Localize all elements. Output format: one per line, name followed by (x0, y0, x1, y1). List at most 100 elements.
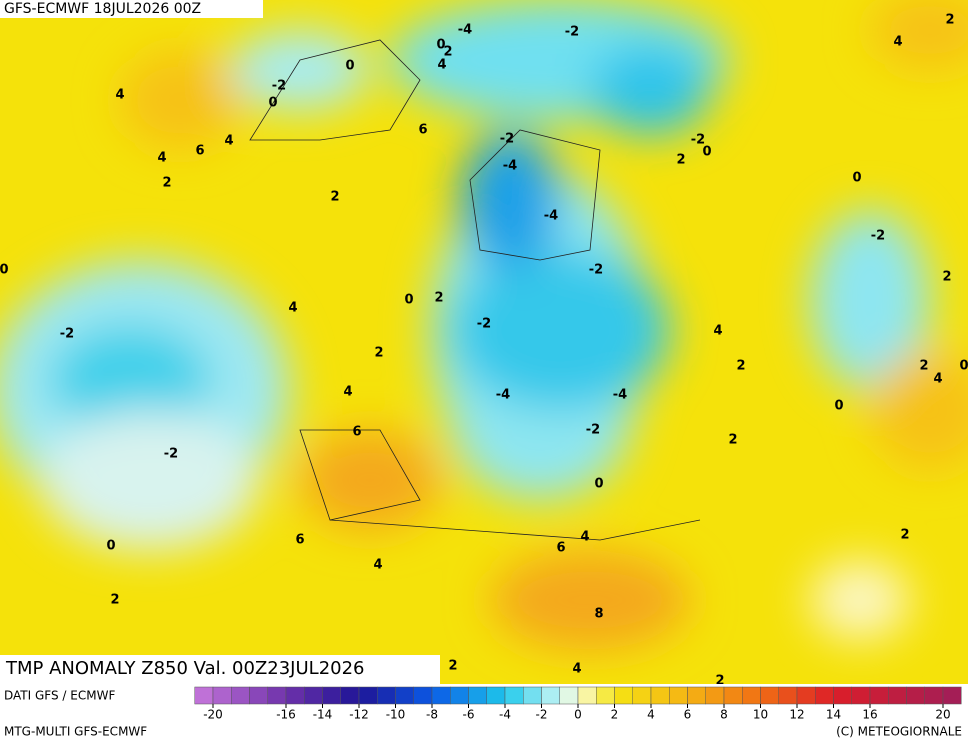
colorbar-swatch (468, 686, 487, 705)
contour-label: 6 (295, 533, 304, 548)
colorbar-swatch (778, 686, 798, 705)
colorbar-tick-label: -6 (463, 708, 475, 722)
contour-label: 4 (580, 530, 589, 545)
contour-label: 4 (115, 88, 124, 103)
contour-label: 2 (942, 270, 951, 285)
colorbar-swatch (285, 686, 305, 705)
contour-label: 4 (933, 372, 942, 387)
contour-label: -2 (477, 317, 491, 332)
contour-label: 2 (162, 176, 171, 191)
colorbar-swatch (358, 686, 378, 705)
colorbar-tick-label: -2 (536, 708, 548, 722)
contour-label: 2 (728, 433, 737, 448)
contour-label: 4 (224, 134, 233, 149)
contour-label: 2 (736, 359, 745, 374)
contour-label: -2 (691, 133, 705, 148)
contour-label: 4 (373, 558, 382, 573)
colorbar-tick-label: 14 (826, 708, 841, 722)
contour-label: 0 (852, 171, 861, 186)
contour-label: -4 (503, 159, 517, 174)
colorbar-swatch (486, 686, 506, 705)
colorbar-swatch (212, 686, 232, 705)
colorbar-swatch (632, 686, 652, 705)
colorbar: -20 -16 -14 -12 -10 -8 -6 -4 -2 0 2 4 6 8 10 12 14 16 20 (194, 686, 962, 722)
colorbar-swatch (194, 686, 214, 705)
contour-label: 4 (893, 35, 902, 50)
contour-label: 6 (556, 541, 565, 556)
colorbar-swatch (577, 686, 597, 705)
colorbar-swatch (742, 686, 761, 705)
colorbar-tick-label: 16 (862, 708, 877, 722)
contour-label: -2 (871, 229, 885, 244)
colorbar-swatch (888, 686, 907, 705)
contour-label: 2 (676, 153, 685, 168)
colorbar-tick-label: 10 (753, 708, 768, 722)
contour-label: 2 (434, 291, 443, 306)
contour-label: 2 (330, 190, 339, 205)
contour-label: 0 (702, 145, 711, 160)
colorbar-swatch (340, 686, 360, 705)
colorbar-swatch (669, 686, 688, 705)
contour-label: -4 (544, 209, 558, 224)
contour-label: -4 (613, 388, 627, 403)
colorbar-swatch (942, 686, 962, 705)
contour-label: 2 (443, 45, 452, 60)
colorbar-swatch (614, 686, 633, 705)
coastline (249, 39, 701, 541)
contour-label: -4 (458, 23, 472, 38)
colorbar-swatch (523, 686, 542, 705)
colorbar-tick-label: -8 (426, 708, 438, 722)
colorbar-swatch (267, 686, 287, 705)
contour-label: 0 (436, 38, 445, 53)
contour-label: 2 (374, 346, 383, 361)
contour-label: 0 (594, 477, 603, 492)
colorbar-swatch (705, 686, 725, 705)
colorbar-tick-label: 12 (789, 708, 804, 722)
contour-label: -2 (589, 263, 603, 278)
contour-label: -2 (586, 423, 600, 438)
contour-label: 0 (0, 263, 9, 278)
colorbar-swatch (559, 686, 579, 705)
colorbar-swatch (851, 686, 871, 705)
contour-label: 4 (713, 324, 722, 339)
colorbar-swatch (395, 686, 414, 705)
colorbar-tick-label: -16 (276, 708, 296, 722)
colorbar-tick-label: -20 (203, 708, 223, 722)
contour-label: -2 (565, 25, 579, 40)
contour-label: 2 (919, 359, 928, 374)
colorbar-swatch (541, 686, 560, 705)
source: DATI GFS / ECMWF (4, 689, 115, 703)
contour-label: 6 (418, 123, 427, 138)
contour-label: 4 (572, 662, 581, 677)
colorbar-tick-label: 4 (647, 708, 655, 722)
contour-label: 6 (195, 144, 204, 159)
colorbar-tick-label: 2 (611, 708, 619, 722)
contour-label: 4 (288, 301, 297, 316)
colorbar-tick-label: -14 (313, 708, 333, 722)
colorbar-tick-label: -12 (349, 708, 369, 722)
model: MTG-MULTI GFS-ECMWF (4, 725, 147, 739)
colorbar-swatch (906, 686, 925, 705)
contour-label: 4 (157, 151, 166, 166)
colorbar-tick-label: 20 (935, 708, 950, 722)
colorbar-swatch (413, 686, 433, 705)
contour-label: 0 (959, 359, 968, 374)
contour-label: 2 (900, 528, 909, 543)
contour-label: 0 (106, 539, 115, 554)
colorbar-swatch (796, 686, 816, 705)
colorbar-tick-label: -4 (499, 708, 511, 722)
colorbar-swatch (596, 686, 615, 705)
header-box (0, 0, 263, 18)
contour-label: 2 (448, 659, 457, 674)
contour-label: 0 (345, 59, 354, 74)
colorbar-swatch (833, 686, 852, 705)
colorbar-swatch (249, 686, 268, 705)
contour-label: 4 (343, 385, 352, 400)
colorbar-tick-label: 0 (574, 708, 582, 722)
colorbar-swatch (723, 686, 743, 705)
contour-label: 0 (268, 96, 277, 111)
contour-label: 0 (404, 293, 413, 308)
colorbar-swatch (760, 686, 779, 705)
